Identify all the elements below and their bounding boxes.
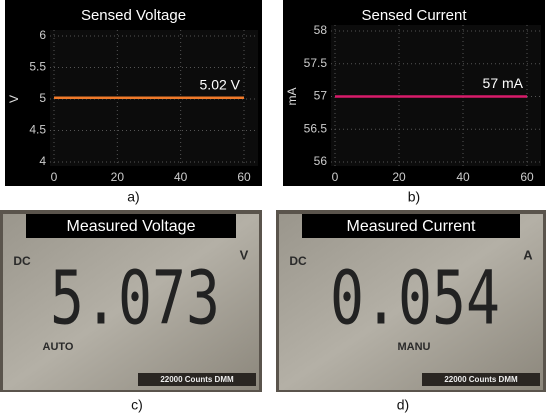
brand-bar — [138, 373, 256, 386]
lcd-mode-left: DC — [289, 254, 307, 268]
y-tick-label: 5 — [39, 91, 46, 105]
y-tick-label: 4 — [39, 154, 46, 168]
lcd-brand: 22000 Counts DMM — [444, 375, 518, 384]
lcd-range-mode: MANU — [398, 341, 431, 353]
lcd-mode-left: DC — [13, 254, 31, 268]
caption: b) — [408, 189, 420, 205]
lcd-reading: 5.073 — [50, 256, 220, 342]
title-bar — [26, 214, 236, 238]
x-tick-label: 60 — [237, 170, 251, 184]
lcd-brand: 22000 Counts DMM — [160, 375, 234, 384]
chart-title: Sensed Current — [361, 7, 467, 24]
lcd-unit: V — [240, 247, 249, 262]
y-tick-label: 57.5 — [304, 56, 328, 70]
y-axis-label: V — [7, 95, 21, 103]
caption: d) — [397, 397, 409, 413]
caption: c) — [131, 397, 143, 413]
title-bar — [302, 214, 520, 238]
x-tick-label: 40 — [456, 170, 470, 184]
x-tick-label: 20 — [111, 170, 125, 184]
lcd-range-mode: AUTO — [43, 341, 74, 353]
x-tick-label: 20 — [392, 170, 406, 184]
x-tick-label: 60 — [520, 170, 534, 184]
brand-bar — [422, 373, 540, 386]
x-tick-label: 40 — [174, 170, 188, 184]
annotation: 57 mA — [483, 75, 524, 91]
y-tick-label: 56 — [314, 154, 328, 168]
x-tick-label: 0 — [51, 170, 58, 184]
lcd-unit: A — [523, 247, 533, 262]
y-tick-label: 56.5 — [304, 121, 328, 135]
lcd-screen — [279, 214, 543, 390]
y-tick-label: 4.5 — [29, 123, 46, 137]
lcd-reading: 0.054 — [330, 256, 500, 342]
y-tick-label: 58 — [314, 23, 328, 37]
photo-title: Measured Current — [347, 218, 477, 235]
annotation: 5.02 V — [200, 76, 241, 92]
y-tick-label: 5.5 — [29, 60, 46, 74]
x-tick-label: 0 — [332, 170, 339, 184]
lcd-screen — [3, 214, 259, 390]
y-tick-label: 6 — [39, 28, 46, 42]
photo-title: Measured Voltage — [67, 218, 196, 235]
caption: a) — [127, 189, 139, 205]
y-tick-label: 57 — [314, 89, 328, 103]
chart-title: Sensed Voltage — [81, 7, 186, 24]
y-axis-label: mA — [285, 88, 299, 106]
